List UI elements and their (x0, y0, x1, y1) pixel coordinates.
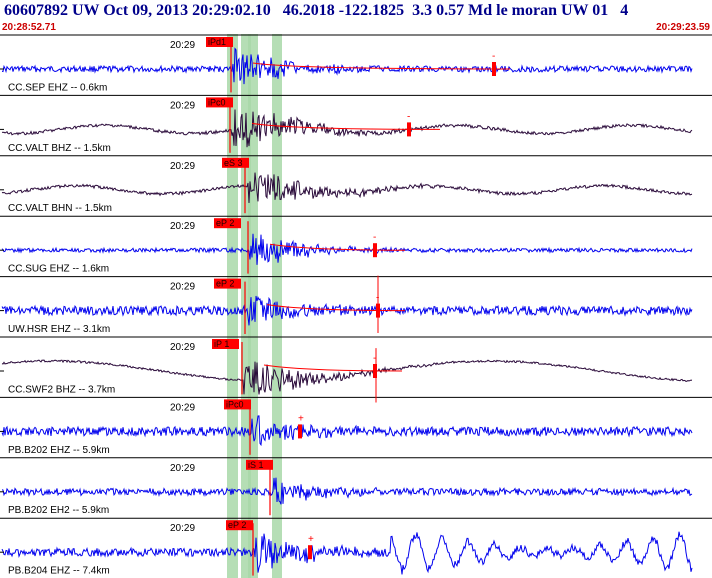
station-label: CC.SEP EHZ -- 0.6km (8, 82, 107, 93)
waveform (1, 415, 693, 447)
time-window-1 (241, 34, 251, 578)
trace-6: iPc0 20:29 + PB.B202 EHZ -- 5.9km (0, 396, 712, 456)
amplitude-marker-sign: - (492, 51, 495, 62)
amplitude-marker-sign: - (407, 111, 410, 122)
waveform (1, 295, 693, 326)
pick-label: iPc0 (206, 97, 233, 108)
trace-1: iPc0 20:29 - CC.VALT BHZ -- 1.5km (0, 94, 712, 154)
trace-7: iS 1 20:29 PB.B202 EH2 -- 5.9km (0, 457, 712, 516)
pick-label: eS 3 (222, 157, 249, 168)
pick-phase-text: iP 1 (214, 339, 229, 349)
amplitude-marker-sign: - (373, 232, 376, 243)
time-tick-label: 20:29 (170, 342, 195, 353)
seismogram-plot: iPd1 20:29 - CC.SEP EHZ -- 0.6km iPc0 20:29 - C… (0, 34, 712, 578)
amplitude-marker (373, 364, 377, 378)
pick-label: eP 2 (226, 520, 253, 531)
pick-label: iPc0 (224, 399, 251, 410)
pick-label: iPd1 (206, 37, 233, 47)
waveform (1, 47, 693, 85)
pick-phase-text: eS 3 (224, 158, 243, 168)
trace-8: eP 2 20:29 + PB.B204 EHZ -- 7.4km (0, 517, 712, 577)
event-header-title: 60607892 UW Oct 09, 2013 20:29:02.10 46.… (4, 2, 629, 19)
pick-phase-text: iS 1 (248, 460, 264, 470)
station-label: UW.HSR EHZ -- 3.1km (8, 324, 110, 335)
coda-fit-line (252, 62, 511, 70)
trace-2: eS 3 20:29 CC.VALT BHN -- 1.5km (0, 155, 712, 214)
time-tick-label: 20:29 (170, 40, 195, 51)
pick-label: iS 1 (246, 459, 273, 470)
amplitude-marker-sign: - (373, 353, 376, 364)
time-tick-label: 20:29 (170, 523, 195, 534)
waveform (1, 531, 693, 575)
amplitude-marker (492, 62, 496, 76)
waveform (1, 359, 693, 395)
amplitude-marker (373, 243, 377, 258)
pick-label: iP 1 (212, 339, 239, 349)
trace-0: iPd1 20:29 - CC.SEP EHZ -- 0.6km (0, 34, 712, 93)
time-tick-label: 20:29 (170, 161, 195, 172)
station-label: CC.SWF2 BHZ -- 3.7km (8, 384, 115, 395)
trace-3: eP 2 20:29 - CC.SUG EHZ -- 1.6km (0, 215, 712, 275)
station-label: PB.B202 EH2 -- 5.9km (8, 505, 109, 516)
start-time-label: 20:28:52.71 (2, 22, 56, 33)
waveform (1, 109, 693, 148)
coda-fit-line (263, 364, 403, 372)
pick-phase-text: eP 2 (228, 520, 246, 530)
amplitude-marker (298, 424, 302, 439)
amplitude-marker-sign: + (308, 534, 314, 545)
time-tick-label: 20:29 (170, 282, 195, 293)
pick-label: eP 2 (214, 278, 241, 289)
coda-fit-line (269, 243, 406, 251)
coda-fit-line (266, 304, 406, 312)
pick-label: eP 2 (214, 218, 241, 229)
trace-4: eP 220:29-UW.HSR EHZ -- 3.1km (0, 276, 712, 335)
coda-fit-line (251, 122, 441, 130)
amplitude-marker (407, 122, 411, 137)
trace-5: iP 1 20:29 - CC.SWF2 BHZ -- 3.7km (0, 336, 712, 395)
time-tick-label: 20:29 (170, 402, 195, 413)
station-label: PB.B204 EHZ -- 7.4km (8, 566, 110, 577)
station-label: CC.VALT BHN -- 1.5km (8, 203, 112, 214)
waveform (1, 172, 693, 204)
station-label: CC.SUG EHZ -- 1.6km (8, 264, 109, 275)
end-time-label: 20:29:23.59 (656, 22, 710, 33)
traces-layer: iPd1 20:29 - CC.SEP EHZ -- 0.6km iPc0 20:29 - C… (0, 34, 712, 577)
pick-phase-text: eP 2 (216, 218, 234, 228)
time-tick-label: 20:29 (170, 221, 195, 232)
pick-phase-text: iPc0 (208, 97, 226, 107)
time-tick-label: 20:29 (170, 463, 195, 474)
amplitude-marker-sign: + (298, 413, 304, 424)
time-window-2 (248, 34, 258, 578)
station-label: CC.VALT BHZ -- 1.5km (8, 143, 111, 154)
time-window-0 (227, 34, 238, 578)
waveform (1, 477, 693, 505)
station-label: PB.B202 EHZ -- 5.9km (8, 445, 110, 456)
pick-phase-text: iPd1 (208, 37, 226, 47)
time-tick-label: 20:29 (170, 100, 195, 111)
amplitude-marker (308, 545, 312, 560)
pick-phase-text: iPc0 (226, 399, 244, 409)
pick-phase-text: eP 2 (216, 279, 234, 289)
